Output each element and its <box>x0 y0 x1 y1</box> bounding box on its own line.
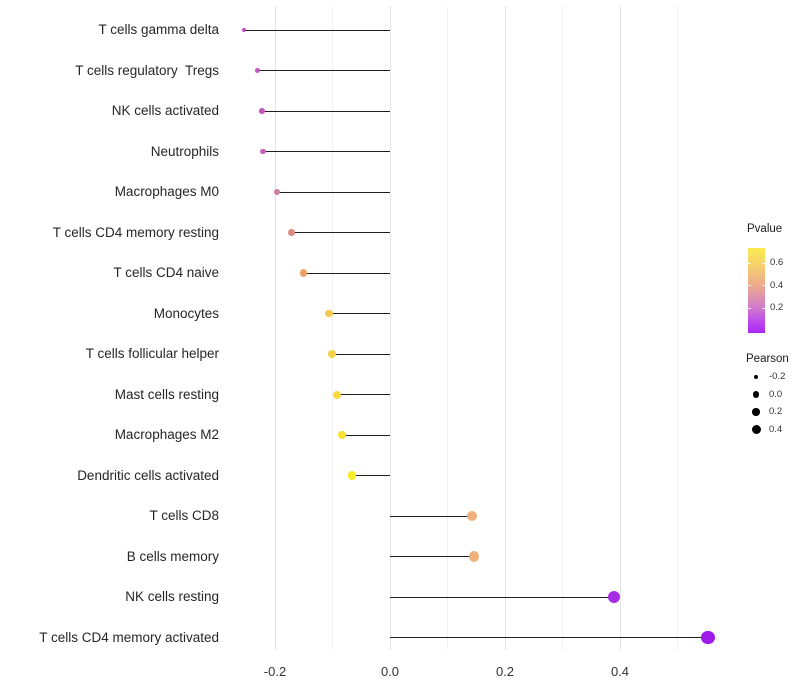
gridline-minor <box>677 6 678 650</box>
lollipop-dot <box>468 551 480 562</box>
x-axis-tick-label: -0.2 <box>263 664 287 679</box>
y-axis-label: Mast cells resting <box>114 386 219 402</box>
lollipop-dot <box>288 229 296 236</box>
gridline-major <box>389 6 391 650</box>
pearson-size-dot <box>752 391 760 398</box>
pearson-size-label: -0.2 <box>769 371 786 382</box>
x-axis-tick-label: 0.0 <box>380 664 400 679</box>
lollipop-dot <box>607 591 620 603</box>
pearson-size-dot <box>752 408 760 416</box>
lollipop-dot <box>325 309 333 318</box>
y-axis-label: Macrophages M2 <box>114 427 219 442</box>
pearson-size-label: 0.4 <box>769 423 783 435</box>
colorbar-tick-label: 0.6 <box>770 257 784 269</box>
pearson-size-dot <box>753 374 759 380</box>
lollipop-stem <box>303 272 390 274</box>
y-axis-label: T cells CD8 <box>149 508 219 523</box>
pvalue-colorbar <box>748 248 765 333</box>
gridline-major <box>619 6 621 650</box>
lollipop-dot <box>255 67 261 74</box>
lollipop-dot <box>701 630 715 645</box>
lollipop-stem <box>342 434 390 436</box>
pearson-legend-title: Pearson <box>746 353 789 365</box>
lollipop-stem <box>352 475 390 476</box>
lollipop-dot <box>328 350 336 358</box>
gridline-minor <box>332 6 333 650</box>
lollipop-dot <box>300 269 308 277</box>
lollipop-stem <box>331 353 390 355</box>
gridline-minor <box>562 6 563 650</box>
y-axis-label: T cells follicular helper <box>85 346 219 361</box>
gridline-minor <box>447 6 448 650</box>
colorbar-tick-label: 0.4 <box>770 279 784 291</box>
pearson-size-label: 0.2 <box>769 406 783 417</box>
colorbar-tick-mark <box>748 285 751 287</box>
lollipop-stem <box>262 151 390 152</box>
lollipop-dot <box>260 148 266 155</box>
lollipop-stem <box>337 394 390 395</box>
y-axis-label: Dendritic cells activated <box>77 467 219 483</box>
y-axis-label: T cells CD4 memory resting <box>52 224 219 240</box>
colorbar-tick-mark <box>762 262 765 264</box>
gridline-major <box>504 6 506 650</box>
y-axis-label: Monocytes <box>153 305 219 321</box>
lollipop-dot <box>258 108 265 114</box>
y-axis-label: Macrophages M0 <box>114 184 219 199</box>
lollipop-dot <box>333 390 342 399</box>
lollipop-dot <box>467 511 478 521</box>
lollipop-stem <box>390 556 474 557</box>
y-axis-label: T cells CD4 memory activated <box>39 629 219 645</box>
lollipop-dot <box>338 430 347 440</box>
y-axis-label: T cells gamma delta <box>98 22 219 37</box>
pvalue-legend-title: Pvalue <box>747 223 783 235</box>
colorbar-tick-label: 0.2 <box>770 302 784 314</box>
lollipop-stem <box>390 596 614 598</box>
lollipop-dot <box>347 471 357 480</box>
lollipop-stem <box>329 313 390 314</box>
lollipop-stem <box>390 515 473 517</box>
y-axis-label: NK cells resting <box>125 589 219 604</box>
lollipop-stem <box>291 232 390 233</box>
colorbar-tick-mark <box>762 285 765 287</box>
pearson-size-dot <box>751 425 761 434</box>
lollipop-dot <box>274 188 281 196</box>
x-axis-tick-label: 0.2 <box>495 664 515 679</box>
lollipop-stem <box>257 70 390 71</box>
y-axis-label: T cells CD4 naive <box>113 265 219 280</box>
lollipop-stem <box>277 191 390 193</box>
gridline-major <box>274 6 276 650</box>
lollipop-stem <box>243 29 390 31</box>
colorbar-tick-mark <box>748 307 751 309</box>
y-axis-label: B cells memory <box>126 548 219 564</box>
lollipop-stem <box>390 637 708 638</box>
y-axis-label: Neutrophils <box>150 143 219 159</box>
lollipop-stem <box>261 110 390 112</box>
x-axis-tick-label: 0.4 <box>610 664 630 679</box>
y-axis-label: NK cells activated <box>111 103 219 118</box>
colorbar-tick-mark <box>762 307 765 309</box>
pearson-size-label: 0.0 <box>769 388 783 400</box>
y-axis-label: T cells regulatory Tregs <box>75 62 219 78</box>
colorbar-tick-mark <box>748 262 751 264</box>
lollipop-dot <box>241 27 247 33</box>
